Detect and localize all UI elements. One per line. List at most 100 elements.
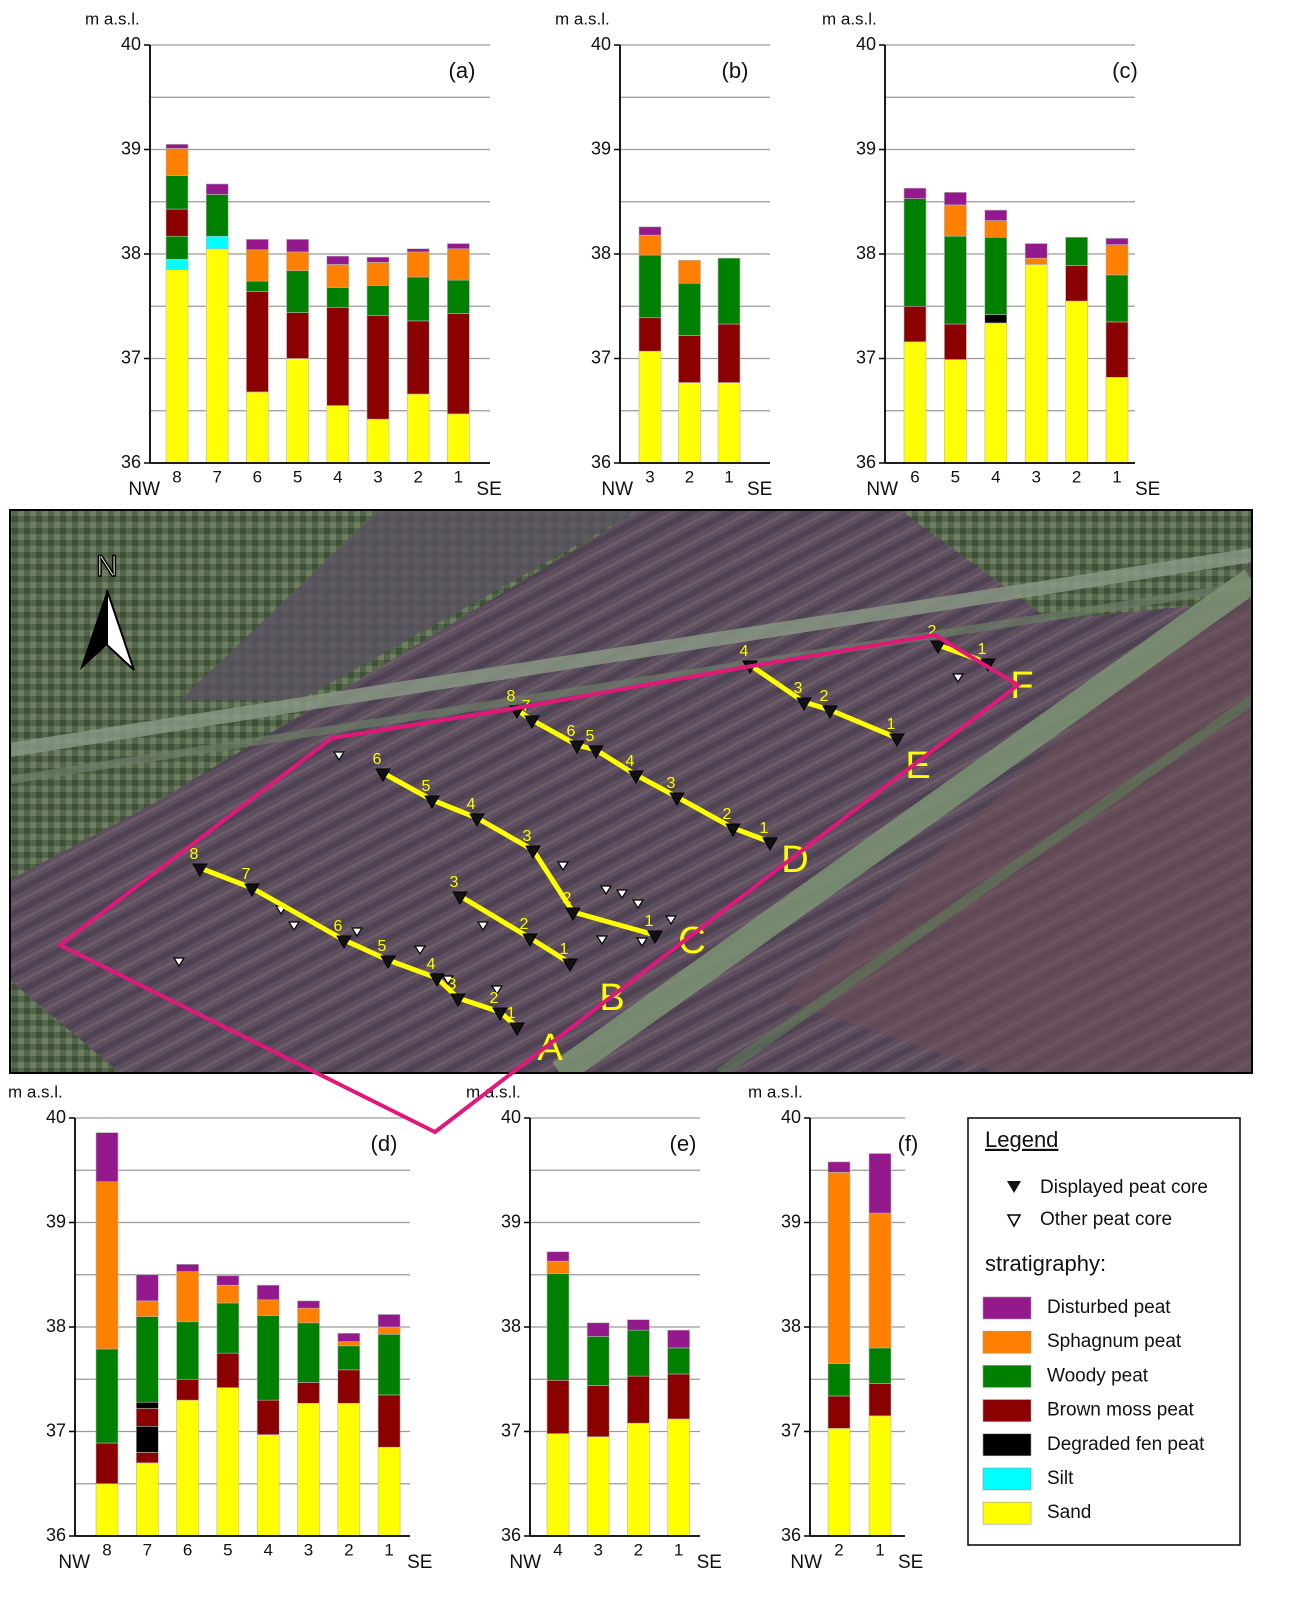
bar-segment bbox=[447, 249, 469, 280]
x-end-label: SE bbox=[476, 479, 501, 500]
x-start-label: NW bbox=[790, 1552, 822, 1573]
y-tick-label: 37 bbox=[501, 1420, 521, 1440]
bar-segment bbox=[407, 252, 429, 277]
bar-segment bbox=[1066, 265, 1088, 301]
y-tick-label: 39 bbox=[46, 1211, 66, 1231]
x-tick-label: 4 bbox=[991, 467, 1000, 486]
bar-segment bbox=[869, 1154, 891, 1214]
site-label: A bbox=[537, 1027, 563, 1069]
y-axis-label: m a.s.l. bbox=[555, 9, 610, 28]
bar-segment bbox=[217, 1303, 239, 1353]
bar-segment bbox=[447, 314, 469, 414]
bar-segment bbox=[177, 1272, 199, 1322]
bar-segment bbox=[1106, 245, 1128, 275]
bar-segment bbox=[257, 1285, 279, 1300]
x-tick-label: 8 bbox=[172, 467, 181, 486]
core-label: 1 bbox=[645, 913, 654, 930]
bar-chart: 363738394087654321m a.s.l.(d)NWSE bbox=[8, 1082, 432, 1573]
legend-swatch bbox=[983, 1502, 1031, 1524]
core-label: 6 bbox=[334, 918, 343, 935]
bar-segment bbox=[246, 292, 268, 392]
bar-segment bbox=[217, 1353, 239, 1387]
bar-segment bbox=[985, 323, 1007, 463]
bar-segment bbox=[828, 1396, 850, 1428]
bar-segment bbox=[338, 1333, 360, 1341]
bar-segment bbox=[547, 1380, 569, 1433]
bar-segment bbox=[177, 1379, 199, 1400]
bar-segment bbox=[257, 1300, 279, 1316]
bar-segment bbox=[378, 1395, 400, 1447]
bar-segment bbox=[547, 1252, 569, 1261]
bar-segment bbox=[944, 324, 966, 360]
bar-segment bbox=[338, 1342, 360, 1346]
bar-segment bbox=[447, 414, 469, 463]
bar-segment bbox=[828, 1172, 850, 1363]
bar-segment bbox=[407, 321, 429, 394]
y-tick-label: 37 bbox=[856, 347, 876, 367]
core-label: 3 bbox=[450, 874, 459, 891]
legend-label: Sand bbox=[1047, 1502, 1091, 1523]
y-tick-label: 38 bbox=[121, 243, 141, 263]
core-label: 3 bbox=[523, 828, 532, 845]
x-tick-label: 1 bbox=[674, 1540, 683, 1559]
bar-segment bbox=[136, 1463, 158, 1536]
core-label: 2 bbox=[820, 688, 829, 705]
x-start-label: NW bbox=[58, 1552, 90, 1573]
x-tick-label: 4 bbox=[263, 1540, 272, 1559]
x-tick-label: 8 bbox=[102, 1540, 111, 1559]
bar-segment bbox=[166, 270, 188, 463]
x-tick-label: 2 bbox=[413, 467, 422, 486]
bar-chart: 363738394087654321m a.s.l.(a)NWSE bbox=[85, 9, 502, 500]
legend-other: Other peat core bbox=[1040, 1209, 1172, 1230]
x-tick-label: 2 bbox=[685, 467, 694, 486]
bar-segment bbox=[1106, 275, 1128, 322]
x-tick-label: 6 bbox=[183, 1540, 192, 1559]
bar-segment bbox=[298, 1403, 320, 1536]
bar-segment bbox=[407, 394, 429, 463]
y-tick-label: 38 bbox=[856, 243, 876, 263]
y-tick-label: 38 bbox=[501, 1316, 521, 1336]
y-axis-label: m a.s.l. bbox=[85, 9, 140, 28]
x-tick-label: 2 bbox=[1072, 467, 1081, 486]
core-label: 8 bbox=[190, 846, 199, 863]
y-axis-label: m a.s.l. bbox=[822, 9, 877, 28]
y-tick-label: 40 bbox=[46, 1107, 66, 1127]
bar-segment bbox=[985, 315, 1007, 323]
bar-segment bbox=[298, 1301, 320, 1308]
x-tick-label: 6 bbox=[253, 467, 262, 486]
bar-segment bbox=[136, 1409, 158, 1427]
panel-label: (c) bbox=[1112, 58, 1138, 83]
bar-segment bbox=[367, 285, 389, 315]
bar-segment bbox=[904, 306, 926, 342]
legend-label: Degraded fen peat bbox=[1047, 1434, 1205, 1455]
bar-segment bbox=[338, 1346, 360, 1370]
panel-label: (a) bbox=[449, 58, 476, 83]
core-label: 4 bbox=[626, 753, 635, 770]
bar-segment bbox=[136, 1452, 158, 1462]
legend-swatch bbox=[983, 1365, 1031, 1387]
bar-segment bbox=[287, 271, 309, 313]
core-label: 7 bbox=[242, 866, 251, 883]
bar-segment bbox=[177, 1264, 199, 1271]
bar-segment bbox=[944, 192, 966, 205]
x-tick-label: 1 bbox=[724, 467, 733, 486]
x-tick-label: 2 bbox=[834, 1540, 843, 1559]
x-tick-label: 3 bbox=[373, 467, 382, 486]
x-tick-label: 1 bbox=[454, 467, 463, 486]
y-tick-label: 40 bbox=[781, 1107, 801, 1127]
bar-segment bbox=[1066, 301, 1088, 463]
bar-segment bbox=[206, 194, 228, 236]
y-tick-label: 36 bbox=[121, 452, 141, 472]
bar-segment bbox=[627, 1423, 649, 1536]
core-label: 5 bbox=[586, 728, 595, 745]
bar-segment bbox=[869, 1348, 891, 1384]
bar-segment bbox=[298, 1308, 320, 1323]
y-tick-label: 40 bbox=[121, 34, 141, 54]
bar-segment bbox=[378, 1334, 400, 1395]
bar-segment bbox=[298, 1382, 320, 1403]
bar-segment bbox=[639, 227, 661, 235]
bar-segment bbox=[206, 249, 228, 463]
core-label: 6 bbox=[373, 751, 382, 768]
bar-segment bbox=[668, 1419, 690, 1536]
